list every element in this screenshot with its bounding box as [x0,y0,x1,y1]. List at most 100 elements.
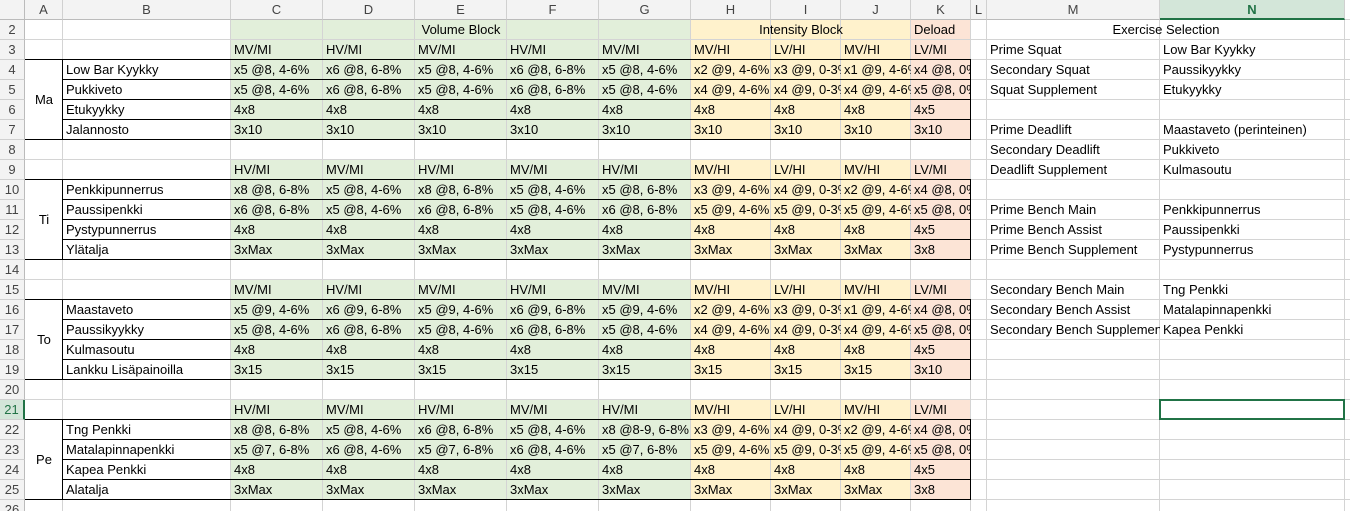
set-scheme[interactable]: x5 @8, 4-6% [602,62,678,77]
set-scheme[interactable]: x5 @8, 4-6% [510,182,586,197]
set-scheme[interactable]: 3x10 [694,122,723,137]
set-scheme[interactable]: x6 @8, 6-8% [326,322,402,337]
set-scheme[interactable]: 4x8 [844,102,865,117]
set-scheme[interactable]: 4x8 [510,222,531,237]
selection-slot[interactable]: Secondary Bench Assist [990,302,1131,317]
week-type[interactable]: LV/HI [774,402,806,417]
set-scheme[interactable]: x5 @9, 4-6% [694,442,770,457]
exercise-name[interactable]: Low Bar Kyykky [66,62,159,77]
set-scheme[interactable]: 3x10 [844,122,873,137]
set-scheme[interactable]: x5 @8, 0% [914,202,971,217]
row-header[interactable]: 10 [0,180,25,200]
week-type[interactable]: MV/MI [234,282,272,297]
set-scheme[interactable]: 3xMax [844,482,883,497]
set-scheme[interactable]: x6 @8, 6-8% [418,202,494,217]
set-scheme[interactable]: 4x8 [774,342,795,357]
set-scheme[interactable]: 3x15 [510,362,539,377]
column-header[interactable]: A [25,0,63,20]
exercise-name[interactable]: Maastaveto [66,302,134,317]
selection-slot[interactable]: Prime Bench Supplement [990,242,1138,257]
exercise-name[interactable]: Pystypunnerrus [66,222,157,237]
day-label[interactable]: Pe [36,452,52,467]
column-header[interactable]: F [507,0,599,20]
set-scheme[interactable]: 3x10 [602,122,631,137]
week-type[interactable]: MV/HI [844,42,881,57]
row-header[interactable]: 7 [0,120,25,140]
exercise-name[interactable]: Penkkipunnerrus [66,182,164,197]
row-header[interactable]: 20 [0,380,25,400]
set-scheme[interactable]: x6 @8, 6-8% [326,62,402,77]
set-scheme[interactable]: x5 @8, 4-6% [326,202,402,217]
set-scheme[interactable]: 4x8 [602,342,623,357]
set-scheme[interactable]: 3xMax [694,482,733,497]
set-scheme[interactable]: 3x8 [914,242,935,257]
week-type[interactable]: HV/MI [234,402,271,417]
set-scheme[interactable]: x5 @7, 6-8% [234,442,310,457]
set-scheme[interactable]: 3xMax [602,242,641,257]
set-scheme[interactable]: x5 @9, 4-6% [844,442,911,457]
set-scheme[interactable]: 3x15 [694,362,723,377]
selection-exercise[interactable]: Kapea Penkki [1163,322,1244,337]
set-scheme[interactable]: x4 @9, 0-3% [774,422,841,437]
set-scheme[interactable]: 3xMax [602,482,641,497]
selection-slot[interactable]: Secondary Squat [990,62,1090,77]
week-type[interactable]: LV/HI [774,42,806,57]
set-scheme[interactable]: x4 @9, 4-6% [694,82,770,97]
row-header[interactable]: 14 [0,260,25,280]
set-scheme[interactable]: 4x8 [694,222,715,237]
week-type[interactable]: LV/HI [774,282,806,297]
set-scheme[interactable]: x6 @8, 4-6% [510,442,586,457]
set-scheme[interactable]: 4x5 [914,342,935,357]
selection-slot[interactable]: Prime Squat [990,42,1062,57]
set-scheme[interactable]: 3xMax [844,242,883,257]
selection-exercise[interactable]: Low Bar Kyykky [1163,42,1256,57]
set-scheme[interactable]: 3x10 [326,122,355,137]
set-scheme[interactable]: x5 @8, 4-6% [234,62,310,77]
set-scheme[interactable]: x5 @8, 4-6% [234,82,310,97]
week-type[interactable]: LV/MI [914,42,947,57]
set-scheme[interactable]: 4x8 [418,342,439,357]
set-scheme[interactable]: 3xMax [234,482,273,497]
set-scheme[interactable]: 3x10 [914,362,943,377]
row-header[interactable]: 18 [0,340,25,360]
set-scheme[interactable]: 3xMax [694,242,733,257]
row-header[interactable]: 2 [0,20,25,40]
row-header[interactable]: 11 [0,200,25,220]
week-type[interactable]: MV/MI [326,402,364,417]
selection-exercise[interactable]: Maastaveto (perinteinen) [1163,122,1307,137]
set-scheme[interactable]: x8 @8-9, 6-8% [602,422,689,437]
column-header[interactable]: D [323,0,415,20]
row-header[interactable]: 25 [0,480,25,500]
selected-cell[interactable] [1159,399,1345,420]
selection-exercise[interactable]: Matalapinnapenkki [1163,302,1272,317]
set-scheme[interactable]: x6 @9, 6-8% [510,302,586,317]
set-scheme[interactable]: x4 @9, 0-3% [774,322,841,337]
set-scheme[interactable]: x6 @8, 6-8% [326,82,402,97]
week-type[interactable]: MV/MI [602,282,640,297]
exercise-name[interactable]: Etukyykky [66,102,125,117]
set-scheme[interactable]: 4x8 [418,462,439,477]
selection-slot[interactable]: Secondary Deadlift [990,142,1100,157]
selection-title[interactable]: Exercise Selection [1112,22,1220,37]
set-scheme[interactable]: 3xMax [326,242,365,257]
set-scheme[interactable]: x4 @8, 0% [914,62,971,77]
exercise-name[interactable]: Tng Penkki [66,422,132,437]
set-scheme[interactable]: x5 @9, 0-3% [774,202,841,217]
set-scheme[interactable]: 4x8 [326,462,347,477]
row-header[interactable]: 5 [0,80,25,100]
column-header[interactable]: L [971,0,987,20]
block-title[interactable]: Volume Block [421,22,501,37]
set-scheme[interactable]: 4x8 [234,222,255,237]
selection-slot[interactable]: Deadlift Supplement [990,162,1108,177]
week-type[interactable]: MV/HI [844,402,881,417]
row-header[interactable]: 17 [0,320,25,340]
set-scheme[interactable]: 3x8 [914,482,935,497]
week-type[interactable]: LV/MI [914,162,947,177]
set-scheme[interactable]: 4x8 [694,462,715,477]
week-type[interactable]: LV/MI [914,282,947,297]
set-scheme[interactable]: x1 @9, 4-6% [844,302,911,317]
row-header[interactable]: 21 [0,400,25,420]
set-scheme[interactable]: x5 @8, 0% [914,442,971,457]
set-scheme[interactable]: x5 @8, 4-6% [234,322,310,337]
set-scheme[interactable]: 3x15 [774,362,803,377]
